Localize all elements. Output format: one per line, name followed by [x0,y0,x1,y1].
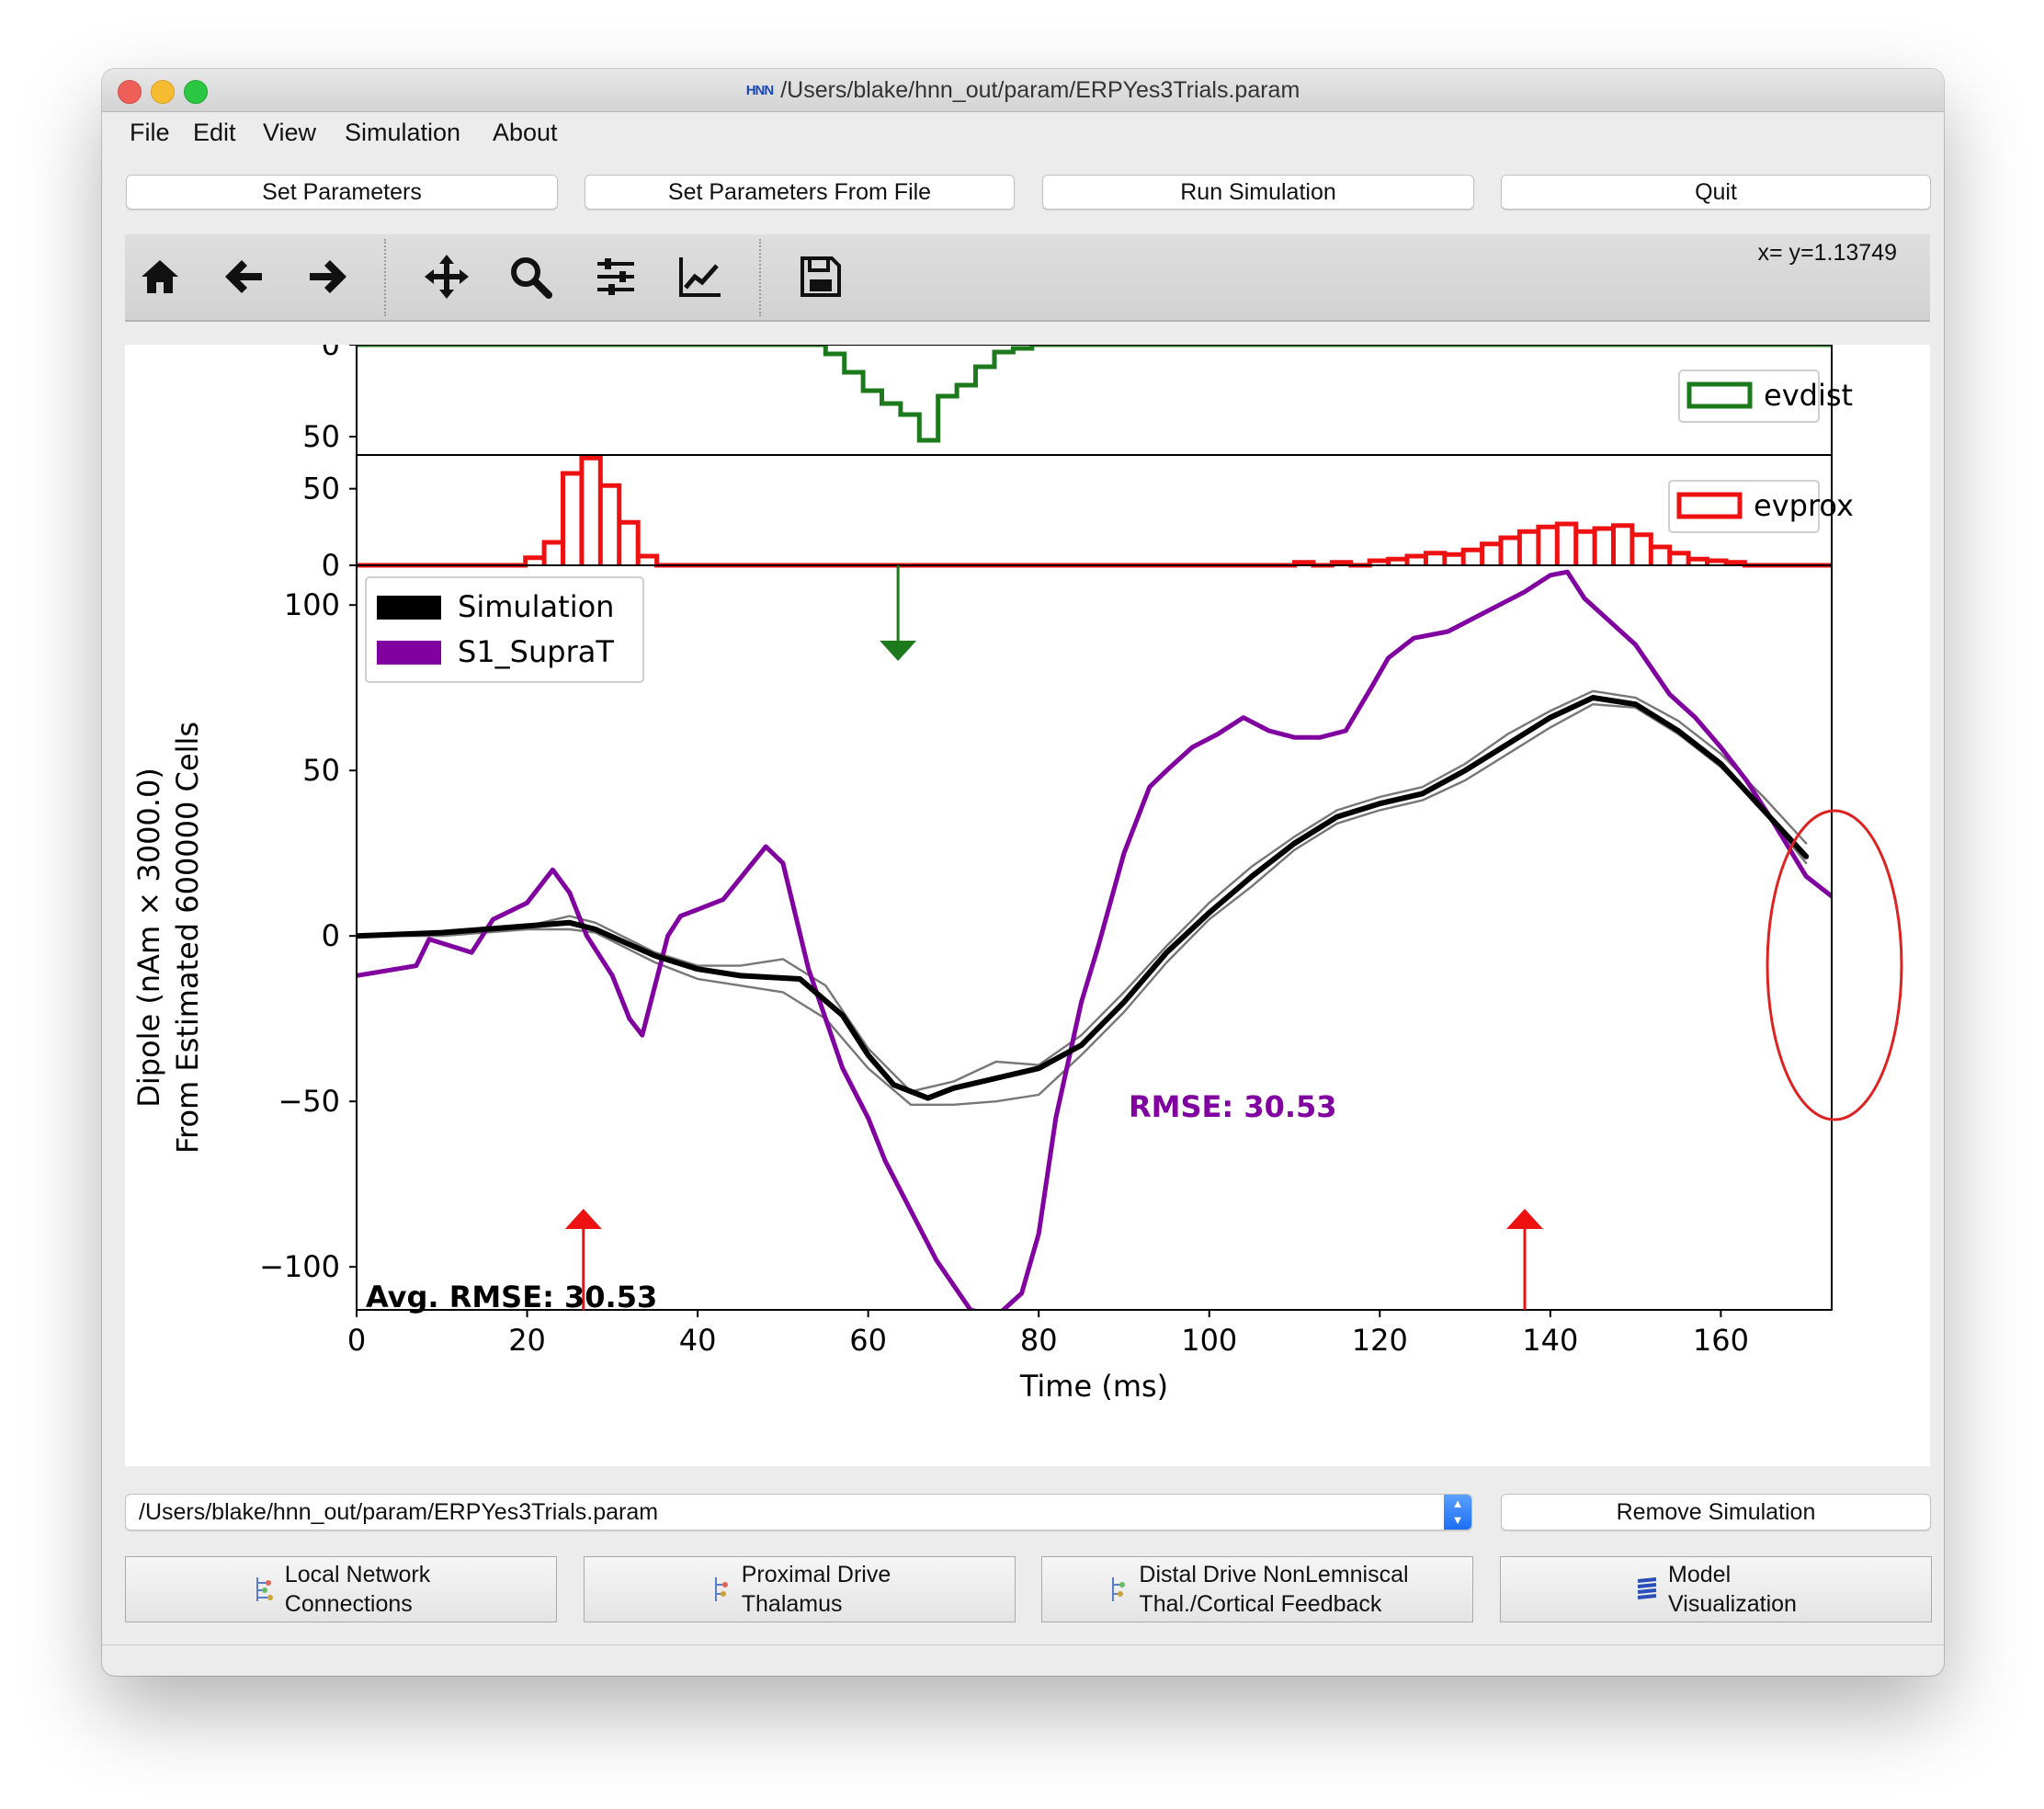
y-tick-label: 0 [322,345,340,362]
menu-view[interactable]: View [263,119,317,146]
window-title: /Users/blake/hnn_out/param/ERPYes3Trials… [780,76,1300,103]
drive-icon [714,1577,728,1601]
s1-suprat-legend-label: S1_SupraT [458,634,614,669]
evprox-histogram [357,455,1832,568]
maximize-window-button[interactable] [184,80,208,104]
evdist-histogram [357,342,1832,443]
y-tick-label: −100 [259,1249,340,1284]
simulation-selector-value: /Users/blake/hnn_out/param/ERPYes3Trials… [139,1499,659,1525]
button-label-line1: Distal Drive NonLemniscal [1139,1562,1409,1587]
save-icon[interactable] [797,253,845,301]
home-icon[interactable] [136,253,184,301]
x-tick-label: 160 [1693,1323,1749,1358]
forward-arrow-icon[interactable] [304,253,352,301]
pan-icon[interactable] [423,253,471,301]
x-tick-label: 80 [1020,1323,1058,1358]
y-tick-label: 50 [302,753,340,788]
quit-button[interactable]: Quit [1501,175,1931,210]
menu-about[interactable]: About [493,119,558,146]
plot-toolbar: x= y=1.13749 [125,234,1930,322]
rmse-annotation: RMSE: 30.53 [1129,1089,1337,1124]
status-bar [102,1644,1944,1645]
y-tick-label: −50 [278,1084,340,1119]
x-tick-label: 40 [679,1323,717,1358]
evprox-legend-swatch [1676,492,1743,519]
x-tick-label: 60 [849,1323,887,1358]
button-label-line1: Local Network [284,1562,431,1587]
x-tick-label: 0 [347,1323,366,1358]
title-bar: HNN /Users/blake/hnn_out/param/ERPYes3Tr… [102,69,1944,112]
chevron-up-down-icon[interactable]: ▲ ▼ [1444,1495,1471,1530]
x-tick-label: 140 [1522,1323,1578,1358]
proximal-drive-thalamus-button[interactable]: Proximal Drive Thalamus [584,1556,1016,1622]
x-tick-label: 120 [1352,1323,1408,1358]
network-icon [255,1577,273,1601]
remove-simulation-button[interactable]: Remove Simulation [1501,1494,1931,1530]
model-visualization-button[interactable]: Model Visualization [1500,1556,1932,1622]
evdist-axes-frame [356,344,1833,456]
model-icon [1637,1577,1657,1599]
cursor-coordinates: x= y=1.13749 [1757,240,1897,266]
distal-drive-button[interactable]: Distal Drive NonLemniscal Thal./Cortical … [1041,1556,1473,1622]
main-axes-frame [356,564,1833,1311]
chart-canvas[interactable]: 0 50 evdist 50 0 evprox 100 50 0 −50 −100 0 20 40 60 80… [125,327,1930,1466]
highlight-ellipse [1766,809,1903,1121]
y-tick-label: 0 [322,548,340,583]
simulation-legend-swatch [377,596,441,620]
distal-stim-arrow-head [880,641,917,661]
y-axis-label-line2: From Estimated 600000 Cells [170,722,205,1154]
toolbar-separator [759,239,761,316]
configure-subplots-icon[interactable] [592,253,640,301]
button-label-line2: Visualization [1668,1591,1797,1617]
x-axis-label: Time (ms) [1019,1369,1168,1404]
simulation-legend-label: Simulation [458,589,614,624]
back-arrow-icon[interactable] [220,253,267,301]
evdist-legend-swatch [1686,381,1753,409]
button-label-line1: Model [1668,1562,1732,1587]
trial-line [357,689,1808,1093]
menu-file[interactable]: File [130,119,170,146]
y-tick-label: 0 [322,918,340,953]
hnn-app-icon: HNN [745,82,774,98]
button-label-line1: Proximal Drive [741,1562,891,1587]
y-tick-label: 50 [302,472,340,506]
button-label-line2: Connections [284,1591,413,1617]
x-tick-label: 100 [1181,1323,1237,1358]
y-axis-label: Dipole (nAm × 3000.0) [131,768,166,1108]
s1-suprat-legend-swatch [377,641,441,665]
avg-rmse-label: Avg. RMSE: 30.53 [366,1280,657,1314]
run-simulation-button[interactable]: Run Simulation [1042,175,1474,210]
toolbar-separator [384,239,386,316]
plot-area: 0 50 evdist 50 0 evprox 100 50 0 −50 −100 0 20 40 60 80… [125,327,1930,1466]
zoom-icon[interactable] [506,253,554,301]
local-network-connections-button[interactable]: Local Network Connections [125,1556,557,1622]
menu-edit[interactable]: Edit [193,119,236,146]
close-window-button[interactable] [118,80,142,104]
y-tick-label: 100 [284,587,340,622]
menu-bar: File Edit View Simulation About [102,112,1944,153]
set-parameters-button[interactable]: Set Parameters [126,175,558,210]
trial-line [357,703,1808,1106]
dipole-series-group [357,569,1832,1310]
button-label-line2: Thalamus [741,1591,843,1617]
x-tick-label: 20 [508,1323,546,1358]
s1-suprat-line [357,569,1832,1310]
evdist-legend-label: evdist [1764,378,1853,413]
y-tick-label: 50 [302,419,340,454]
simulation-selector[interactable]: /Users/blake/hnn_out/param/ERPYes3Trials… [125,1494,1472,1530]
menu-simulation[interactable]: Simulation [345,119,461,146]
set-parameters-from-file-button[interactable]: Set Parameters From File [585,175,1015,210]
button-label-line2: Thal./Cortical Feedback [1139,1591,1382,1617]
edit-axes-icon[interactable] [676,253,724,301]
minimize-window-button[interactable] [151,80,175,104]
proximal-stim-arrow-head [1506,1209,1544,1229]
drive-icon [1112,1577,1126,1601]
simulation-line [357,695,1810,1101]
evprox-legend-label: evprox [1754,488,1854,523]
proximal-stim-arrow-head [564,1209,602,1229]
main-window: HNN /Users/blake/hnn_out/param/ERPYes3Tr… [102,69,1944,1676]
